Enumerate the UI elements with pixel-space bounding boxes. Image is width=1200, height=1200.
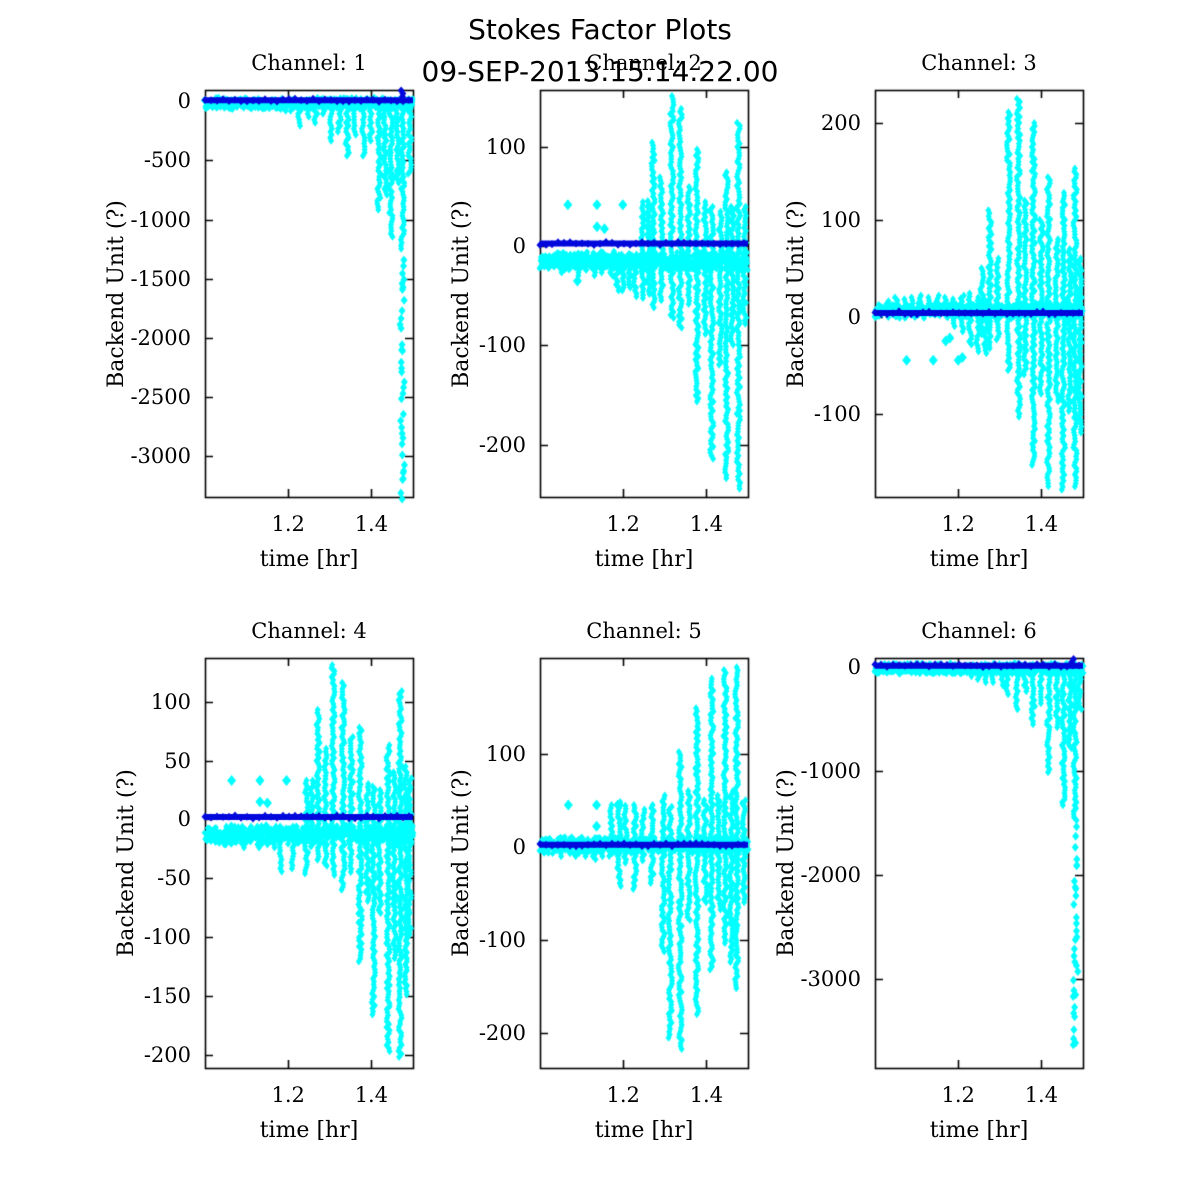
ytick-label-ch3-1: 100: [820, 207, 861, 232]
xtick-label-ch2-1: 1.4: [689, 512, 724, 536]
subplot-title-ch1: Channel: 1: [251, 51, 367, 75]
xtick-label-ch1-0: 1.2: [271, 512, 305, 536]
y-axis-label-ch2: Backend Unit (?): [449, 199, 474, 388]
ytick-label-ch4-5: -150: [143, 984, 191, 1009]
ytick-label-ch1-0: 0: [177, 89, 191, 114]
ytick-label-ch5-3: -200: [478, 1020, 526, 1045]
ytick-label-ch2-0: 100: [485, 135, 526, 160]
x-axis-label-ch6: time [hr]: [929, 1118, 1029, 1143]
ytick-label-ch5-1: 0: [512, 834, 526, 859]
xtick-label-ch4-1: 1.4: [354, 1083, 389, 1107]
ytick-label-ch6-3: -3000: [800, 966, 861, 991]
subplot-title-ch2: Channel: 2: [586, 51, 702, 75]
ytick-label-ch6-2: -2000: [800, 862, 861, 887]
ytick-label-ch4-3: -50: [157, 866, 191, 891]
subplot-title-ch5: Channel: 5: [586, 619, 702, 643]
ytick-label-ch2-1: 0: [512, 234, 526, 259]
xtick-label-ch6-0: 1.2: [941, 1083, 975, 1107]
ytick-label-ch2-3: -200: [478, 432, 526, 457]
ytick-label-ch3-3: -100: [813, 401, 861, 426]
xtick-label-ch6-1: 1.4: [1024, 1083, 1059, 1107]
xtick-label-ch3-0: 1.2: [941, 512, 975, 536]
figure-title: Stokes Factor Plots: [468, 13, 732, 46]
ytick-label-ch1-5: -2500: [130, 385, 191, 410]
xtick-label-ch2-0: 1.2: [606, 512, 640, 536]
xtick-label-ch5-1: 1.4: [689, 1083, 724, 1107]
ytick-label-ch6-1: -1000: [800, 758, 861, 783]
subplot-title-ch3: Channel: 3: [921, 51, 1037, 75]
x-axis-label-ch3: time [hr]: [929, 547, 1029, 572]
subplot-title-ch6: Channel: 6: [921, 619, 1037, 643]
ytick-label-ch1-3: -1500: [130, 266, 191, 291]
subplot-title-ch4: Channel: 4: [251, 619, 367, 643]
x-axis-label-ch1: time [hr]: [259, 547, 359, 572]
ytick-label-ch4-0: 100: [150, 689, 191, 714]
ytick-label-ch4-2: 0: [177, 807, 191, 832]
ytick-label-ch4-4: -100: [143, 925, 191, 950]
xtick-label-ch4-0: 1.2: [271, 1083, 305, 1107]
xtick-label-ch3-1: 1.4: [1024, 512, 1059, 536]
ytick-label-ch1-4: -2000: [130, 325, 191, 350]
ytick-label-ch2-2: -100: [478, 333, 526, 358]
ytick-label-ch5-0: 100: [485, 741, 526, 766]
ytick-label-ch3-0: 200: [820, 110, 861, 135]
ytick-label-ch3-2: 0: [847, 304, 861, 329]
figure-subtitle: 09-SEP-2013.15.14.22.00: [421, 55, 779, 88]
ytick-label-ch1-6: -3000: [130, 444, 191, 469]
xtick-label-ch1-1: 1.4: [354, 512, 389, 536]
xtick-label-ch5-0: 1.2: [606, 1083, 640, 1107]
ytick-label-ch1-2: -1000: [130, 207, 191, 232]
ytick-label-ch5-2: -100: [478, 927, 526, 952]
x-axis-label-ch2: time [hr]: [594, 547, 694, 572]
x-axis-label-ch4: time [hr]: [259, 1118, 359, 1143]
x-axis-label-ch5: time [hr]: [594, 1118, 694, 1143]
ytick-label-ch4-6: -200: [143, 1043, 191, 1068]
y-axis-label-ch3: Backend Unit (?): [784, 199, 809, 388]
ytick-label-ch1-1: -500: [143, 148, 191, 173]
ytick-label-ch6-0: 0: [847, 654, 861, 679]
ytick-label-ch4-1: 50: [164, 748, 191, 773]
